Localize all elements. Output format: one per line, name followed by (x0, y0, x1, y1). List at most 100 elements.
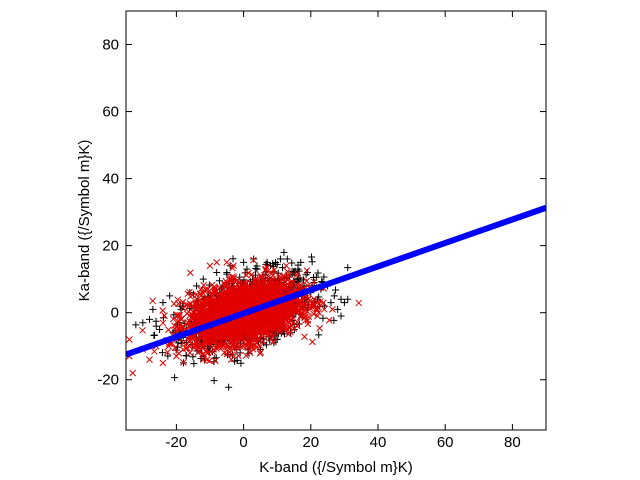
scatter-point-plus (159, 299, 167, 307)
scatter-point-cross (209, 348, 217, 356)
scatter-point-cross (287, 279, 294, 286)
scatter-point-cross (202, 300, 210, 307)
scatter-point-cross (251, 288, 258, 296)
scatter-point-cross (245, 269, 252, 277)
scatter-point-cross (199, 356, 207, 363)
scatter-point-cross (294, 322, 301, 330)
scatter-point-cross (129, 369, 137, 377)
scatter-point-cross (203, 306, 211, 313)
scatter-point-plus (340, 299, 348, 307)
scatter-point-cross (214, 310, 222, 318)
scatter-point-cross (252, 275, 259, 283)
scatter-point-cross (211, 333, 219, 341)
scatter-point-plus (337, 295, 345, 303)
scatter-point-cross (258, 274, 265, 281)
scatter-point-plus (250, 255, 258, 263)
scatter-point-cross (302, 313, 309, 321)
scatter-point-cross (197, 311, 205, 319)
scatter-point-cross (259, 279, 267, 287)
scatter-point-cross (263, 327, 270, 334)
scatter-point-cross (246, 329, 253, 337)
scatter-point-cross (261, 323, 269, 331)
plot-area (126, 204, 546, 391)
scatter-point-cross (195, 343, 202, 350)
scatter-point-cross (309, 299, 316, 306)
scatter-point-cross (211, 357, 219, 365)
scatter-point-cross (261, 317, 268, 325)
x-tick-label: 40 (370, 434, 387, 451)
scatter-point-cross (190, 309, 198, 317)
scatter-point-cross (280, 272, 288, 280)
scatter-point-plus (240, 258, 248, 266)
scatter-point-cross (221, 326, 229, 334)
scatter-point-cross (193, 291, 200, 299)
scatter-point-cross (195, 319, 203, 327)
scatter-point-cross (200, 350, 208, 358)
scatter-point-cross (229, 300, 236, 308)
scatter-point-cross (235, 323, 243, 331)
axis-ticks: -20 0 20 40 60 80 -20 0 20 40 60 80 (97, 11, 546, 451)
scatter-point-plus (199, 275, 207, 283)
scatter-point-cross (267, 269, 274, 276)
scatter-point-cross (283, 326, 291, 334)
scatter-point-cross (179, 304, 187, 312)
scatter-point-cross (222, 334, 230, 341)
scatter-point-cross (276, 325, 284, 333)
scatter-point-cross (241, 302, 249, 309)
scatter-point-cross (235, 302, 242, 310)
scatter-point-cross (159, 319, 167, 327)
scatter-point-cross (292, 272, 300, 279)
scatter-point-cross (242, 320, 250, 328)
scatter-point-cross (180, 358, 187, 366)
scatter-point-cross (250, 256, 257, 264)
scatter-point-cross (314, 312, 321, 320)
scatter-point-cross (242, 352, 250, 359)
scatter-point-cross (179, 322, 187, 330)
x-axis-title: K-band ({/Symbol m}K) (259, 459, 412, 476)
scatter-point-plus (193, 282, 201, 290)
scatter-point-cross (270, 282, 277, 290)
scatter-point-cross (196, 297, 204, 304)
scatter-point-plus (213, 268, 221, 276)
scatter-point-plus (315, 331, 323, 339)
scatter-point-plus (327, 299, 335, 307)
scatter-point-plus (210, 377, 218, 385)
scatter-point-plus (159, 314, 167, 322)
scatter-point-cross (240, 279, 247, 287)
scatter-point-cross (262, 265, 270, 273)
scatter-point-cross (206, 262, 214, 270)
scatter-point-cross (200, 281, 208, 289)
scatter-point-cross (303, 277, 311, 285)
scatter-point-cross (171, 322, 178, 330)
scatter-point-cross (216, 291, 224, 299)
scatter-point-cross (221, 280, 229, 288)
scatter-point-cross (207, 304, 215, 311)
scatter-point-cross (203, 294, 211, 301)
scatter-point-cross (310, 278, 318, 286)
y-tick-label: 80 (102, 37, 119, 54)
scatter-point-cross (206, 287, 213, 295)
scatter-point-cross (301, 333, 308, 341)
scatter-point-cross (257, 314, 265, 322)
scatter-point-cross (316, 324, 324, 332)
scatter-point-plus (297, 258, 305, 266)
scatter-point-cross (173, 311, 181, 319)
scatter-point-plus (320, 273, 328, 281)
scatter-point-cross (257, 342, 264, 350)
scatter-point-cross (264, 315, 272, 323)
scatter-point-cross (139, 326, 146, 334)
scatter-point-cross (180, 339, 187, 346)
scatter-point-plus (223, 268, 231, 276)
scatter-point-cross (235, 304, 243, 312)
scatter-point-plus (231, 357, 239, 365)
scatter-point-plus (182, 352, 190, 360)
scatter-point-plus (150, 331, 158, 339)
scatter-point-cross (227, 305, 234, 313)
scatter-point-cross (218, 301, 225, 309)
scatter-point-cross (296, 313, 304, 321)
scatter-point-cross (251, 277, 259, 284)
scatter-point-cross (164, 348, 171, 356)
scatter-point-cross (223, 304, 230, 312)
scatter-point-cross (213, 259, 221, 266)
scatter-point-cross (252, 283, 260, 291)
